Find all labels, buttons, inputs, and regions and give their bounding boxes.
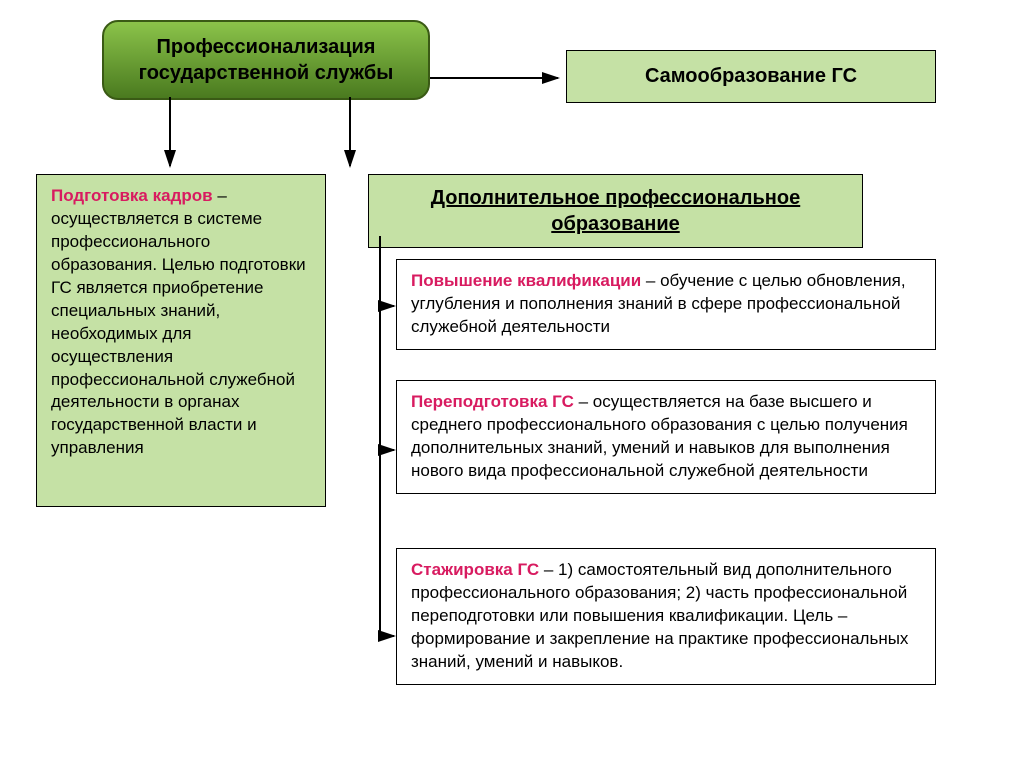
training-term: Подготовка кадров (51, 186, 213, 205)
internship-term: Стажировка ГС (411, 560, 539, 579)
upskilling-term: Повышение квалификации (411, 271, 641, 290)
dpo-box: Дополнительное профессиональное образова… (368, 174, 863, 248)
arrow-title-to-selfedu (430, 70, 566, 90)
self-education-box: Самообразование ГС (566, 50, 936, 103)
upskilling-box: Повышение квалификации – обучение с цель… (396, 259, 936, 350)
dpo-line1: Дополнительное профессиональное (431, 187, 800, 209)
title-line2: государственной службы (139, 62, 394, 84)
spine (368, 236, 398, 656)
retraining-term: Переподготовка ГС (411, 392, 574, 411)
retraining-box: Переподготовка ГС – осуществляется на ба… (396, 380, 936, 494)
dpo-line2: образование (551, 213, 679, 235)
title-line1: Профессионализация (157, 36, 376, 58)
arrow-title-to-dpo (340, 97, 360, 174)
internship-box: Стажировка ГС – 1) самостоятельный вид д… (396, 548, 936, 685)
self-education-text: Самообразование ГС (645, 65, 857, 87)
title-box: Профессионализация государственной служб… (102, 20, 430, 100)
training-box: Подготовка кадров – осуществляется в сис… (36, 174, 326, 507)
arrow-title-to-training (160, 97, 180, 174)
training-body: – осуществляется в системе профессиональ… (51, 186, 306, 457)
